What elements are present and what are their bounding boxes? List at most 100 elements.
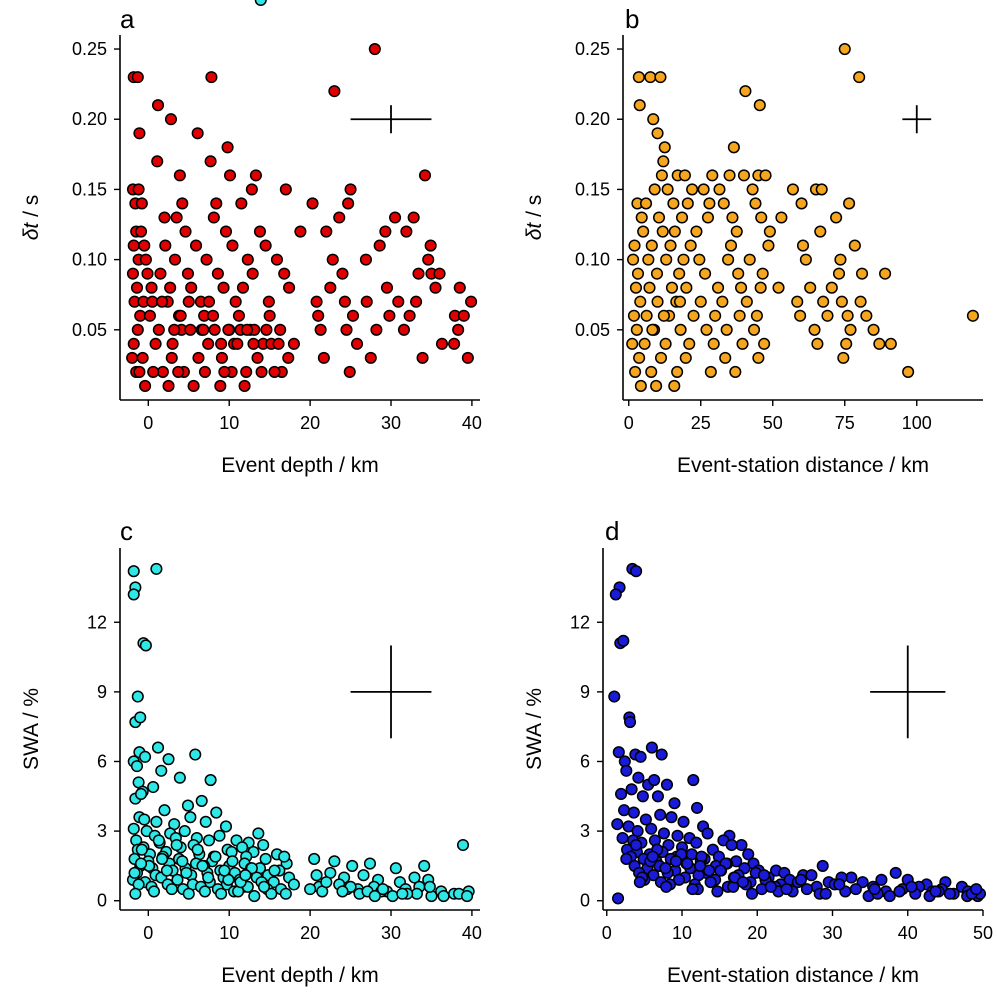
data-point <box>127 337 140 350</box>
data-point <box>727 141 740 154</box>
data-point <box>134 225 148 238</box>
data-point <box>251 351 264 364</box>
data-point <box>239 869 252 882</box>
data-point <box>819 887 832 900</box>
y-tick-label: 0.25 <box>575 39 610 59</box>
data-point <box>342 197 355 210</box>
data-point <box>219 820 233 833</box>
data-point <box>168 323 181 336</box>
data-point <box>147 365 160 378</box>
data-point <box>380 281 394 294</box>
data-point <box>681 857 694 870</box>
data-point <box>133 365 146 378</box>
data-point <box>129 887 142 900</box>
y-tick-label: 0 <box>97 891 107 911</box>
data-point <box>736 876 750 889</box>
data-point <box>231 337 244 350</box>
data-point <box>629 365 642 378</box>
data-point <box>743 253 756 266</box>
data-point <box>658 141 671 154</box>
data-point <box>152 834 165 847</box>
data-point <box>618 804 631 817</box>
y-tick-label: 0.05 <box>575 320 610 340</box>
x-axis-label: Event-station distance / km <box>677 454 929 477</box>
data-points <box>626 42 979 393</box>
data-point <box>287 878 300 891</box>
data-point <box>218 365 231 378</box>
data-point <box>648 183 661 196</box>
data-point <box>240 365 253 378</box>
data-point <box>350 337 364 350</box>
data-point <box>669 855 683 868</box>
data-point <box>786 183 799 196</box>
data-point <box>171 873 184 886</box>
x-axis-label: Event depth / km <box>221 454 379 477</box>
data-point <box>412 267 425 280</box>
data-point <box>265 887 278 900</box>
data-point <box>633 99 646 112</box>
data-point <box>149 337 162 350</box>
data-point <box>205 71 218 84</box>
panel-a: a 0 10 20 30 40 0.05 0.10 0.15 0.20 0.25 Event dept… <box>20 4 482 477</box>
data-point <box>805 869 818 882</box>
data-point <box>739 85 752 98</box>
data-point <box>235 197 248 210</box>
data-point <box>733 309 746 322</box>
data-point <box>208 323 221 336</box>
data-point <box>226 239 239 252</box>
data-point <box>310 869 323 882</box>
x-axis-label: Event depth / km <box>221 964 379 987</box>
y-tick-label: 0.05 <box>72 320 107 340</box>
data-point <box>328 855 341 868</box>
data-point <box>173 169 186 182</box>
data-point <box>174 309 187 322</box>
data-point <box>884 337 897 350</box>
data-point <box>255 365 268 378</box>
data-point <box>162 753 175 766</box>
data-point <box>639 197 653 210</box>
data-point <box>370 323 383 336</box>
data-point <box>408 871 421 884</box>
data-point <box>429 281 442 294</box>
data-point <box>764 880 777 893</box>
data-point <box>154 267 167 280</box>
data-point <box>379 225 392 238</box>
data-point <box>853 71 866 84</box>
data-point <box>202 295 216 308</box>
data-point <box>304 883 317 896</box>
data-point <box>868 883 881 896</box>
data-point <box>403 309 416 322</box>
data-point <box>150 562 163 575</box>
data-point <box>191 127 204 140</box>
data-point <box>711 281 725 294</box>
data-point <box>848 239 861 252</box>
data-point <box>668 797 681 810</box>
data-point <box>626 337 639 350</box>
data-point <box>206 309 220 322</box>
data-point <box>259 239 272 252</box>
data-point <box>135 197 148 210</box>
data-point <box>278 267 291 280</box>
data-point <box>132 183 145 196</box>
x-tick-label: 75 <box>835 413 855 433</box>
data-point <box>687 309 700 322</box>
x-tick-label: 50 <box>763 413 783 433</box>
data-point <box>314 323 327 336</box>
data-point <box>729 365 742 378</box>
x-tick-label: 0 <box>602 923 612 943</box>
data-point <box>214 379 227 393</box>
data-point <box>232 309 245 322</box>
data-point <box>645 365 658 378</box>
data-point <box>461 351 474 364</box>
data-point <box>310 295 323 308</box>
data-point <box>189 239 203 252</box>
x-tick-label: 20 <box>747 923 767 943</box>
data-point <box>200 253 213 266</box>
data-point <box>211 267 224 280</box>
data-point <box>424 239 437 252</box>
data-point <box>324 281 337 294</box>
data-point <box>423 880 436 893</box>
data-point <box>333 211 346 224</box>
data-point <box>241 253 254 266</box>
data-point <box>178 825 191 838</box>
